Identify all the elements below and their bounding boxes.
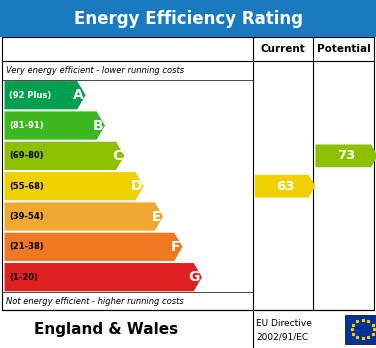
Text: D: D (130, 179, 142, 193)
Text: 2002/91/EC: 2002/91/EC (256, 332, 309, 341)
Text: Very energy efficient - lower running costs: Very energy efficient - lower running co… (6, 66, 184, 75)
Polygon shape (5, 81, 86, 109)
Text: Current: Current (261, 44, 305, 54)
Polygon shape (5, 142, 124, 170)
Text: F: F (171, 240, 180, 254)
Text: A: A (73, 88, 83, 102)
Text: G: G (189, 270, 200, 284)
Text: 73: 73 (338, 149, 356, 163)
Bar (0, 0, 376, 37)
Polygon shape (5, 172, 144, 200)
Text: (92 Plus): (92 Plus) (9, 91, 51, 100)
Text: (21-38): (21-38) (9, 242, 44, 251)
Text: (81-91): (81-91) (9, 121, 44, 130)
Text: Energy Efficiency Rating: Energy Efficiency Rating (73, 10, 303, 27)
Text: (39-54): (39-54) (9, 212, 44, 221)
Text: England & Wales: England & Wales (34, 322, 178, 337)
FancyBboxPatch shape (345, 315, 376, 344)
Text: C: C (112, 149, 123, 163)
Text: Not energy efficient - higher running costs: Not energy efficient - higher running co… (6, 297, 183, 306)
Polygon shape (315, 144, 376, 167)
Text: Potential: Potential (317, 44, 370, 54)
Text: B: B (92, 119, 103, 133)
Polygon shape (5, 233, 183, 261)
Bar (2, 37, 374, 310)
Polygon shape (5, 263, 202, 291)
Polygon shape (5, 111, 105, 140)
Text: 63: 63 (276, 180, 294, 193)
Text: EU Directive: EU Directive (256, 319, 312, 328)
Text: (55-68): (55-68) (9, 182, 44, 191)
Polygon shape (5, 203, 163, 231)
Text: E: E (152, 209, 161, 223)
Text: (69-80): (69-80) (9, 151, 44, 160)
Text: (1-20): (1-20) (9, 272, 38, 282)
Polygon shape (255, 175, 315, 198)
